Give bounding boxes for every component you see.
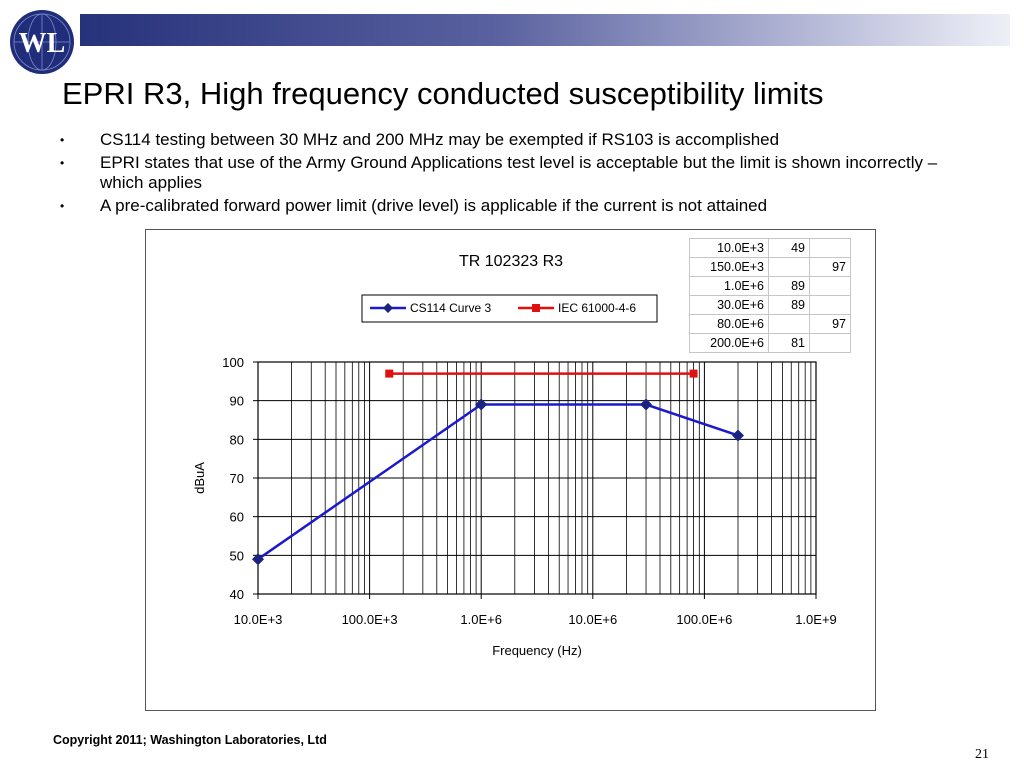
bullet-text: A pre-calibrated forward power limit (dr… [100, 196, 768, 215]
logo-text: WL [19, 28, 66, 59]
bullet-item: • EPRI states that use of the Army Ground… [60, 153, 960, 193]
table-row: 200.0E+6 81 [689, 333, 851, 353]
table-cell [809, 276, 851, 296]
table-cell: 1.0E+6 [689, 276, 769, 296]
data-point [475, 398, 488, 411]
x-tick-label: 10.0E+6 [568, 612, 617, 627]
table-cell: 200.0E+6 [689, 333, 769, 353]
copyright-text: Copyright 2011; Washington Laboratories,… [53, 733, 327, 747]
x-tick-label: 1.0E+6 [460, 612, 502, 627]
bullet-glyph: • [60, 156, 65, 170]
table-cell [809, 333, 851, 353]
y-tick-label: 40 [230, 587, 244, 602]
table-row: 1.0E+6 89 [689, 276, 851, 296]
data-point [689, 369, 698, 378]
bullet-text: CS114 testing between 30 MHz and 200 MHz… [100, 130, 780, 149]
chart-legend-box [361, 294, 658, 323]
table-cell: 49 [768, 238, 810, 258]
table-cell: 97 [809, 257, 851, 277]
y-tick-label: 100 [222, 355, 244, 370]
x-tick-label: 1.0E+9 [795, 612, 837, 627]
table-row: 30.0E+6 89 [689, 295, 851, 315]
data-table: 10.0E+3 49 150.0E+3 97 1.0E+6 89 30.0E+6 89 … [689, 238, 851, 353]
y-tick-label: 60 [230, 510, 244, 525]
x-tick-label: 10.0E+3 [234, 612, 283, 627]
table-cell: 89 [768, 276, 810, 296]
table-cell [809, 238, 851, 258]
table-cell: 80.0E+6 [689, 314, 769, 334]
table-cell [768, 257, 810, 277]
table-row: 80.0E+6 97 [689, 314, 851, 334]
y-tick-label: 90 [230, 394, 244, 409]
bullet-item: • CS114 testing between 30 MHz and 200 MH… [60, 130, 960, 150]
bullet-glyph: • [60, 133, 65, 147]
plot-border [257, 361, 817, 595]
table-cell [768, 314, 810, 334]
data-point [731, 429, 744, 442]
table-cell [809, 295, 851, 315]
y-tick-label: 70 [230, 471, 244, 486]
data-point [385, 369, 394, 378]
bullet-list: • CS114 testing between 30 MHz and 200 MH… [60, 130, 960, 219]
y-tick-label: 80 [230, 432, 244, 447]
x-tick-label: 100.0E+3 [342, 612, 398, 627]
legend-marker-1 [532, 304, 540, 312]
y-tick-label: 50 [230, 548, 244, 563]
legend-label-0: CS114 Curve 3 [410, 301, 491, 315]
table-cell: 150.0E+3 [689, 257, 769, 277]
bullet-text: EPRI states that use of the Army Ground … [100, 153, 938, 192]
x-tick-label: 100.0E+6 [676, 612, 732, 627]
bullet-item: • A pre-calibrated forward power limit (d… [60, 196, 960, 216]
table-row: 150.0E+3 97 [689, 257, 851, 277]
table-cell: 97 [809, 314, 851, 334]
data-point [252, 553, 264, 566]
table-cell: 30.0E+6 [689, 295, 769, 315]
series-line-0 [257, 403, 739, 561]
header-bar [80, 14, 1010, 46]
slide-title: EPRI R3, High frequency conducted suscep… [62, 76, 824, 111]
table-cell: 81 [768, 333, 810, 353]
data-point [640, 398, 653, 411]
y-axis-label: dBuA [192, 462, 207, 494]
company-logo: WL [10, 10, 74, 74]
bullet-glyph: • [60, 199, 65, 213]
x-axis-label: Frequency (Hz) [492, 643, 582, 658]
table-cell: 89 [768, 295, 810, 315]
page-number: 21 [975, 747, 989, 762]
legend-marker-0 [383, 303, 393, 313]
table-cell: 10.0E+3 [689, 238, 769, 258]
chart-title: TR 102323 R3 [459, 253, 563, 270]
legend-label-1: IEC 61000-4-6 [558, 301, 636, 315]
table-row: 10.0E+3 49 [689, 238, 851, 258]
